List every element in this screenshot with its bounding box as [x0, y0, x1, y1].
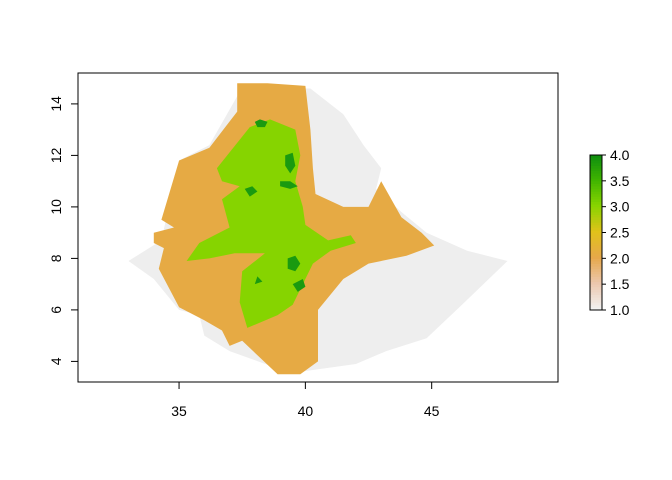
y-tick-label: 14 [48, 96, 64, 112]
colorbar-segment [590, 191, 602, 195]
colorbar-segment [590, 240, 602, 244]
colorbar-segment [590, 155, 602, 159]
colorbar-segment [590, 302, 602, 306]
colorbar-segment [590, 242, 602, 246]
x-tick-label: 45 [424, 403, 440, 419]
colorbar-segment [590, 162, 602, 166]
colorbar-segment [590, 281, 602, 285]
colorbar-label: 2.0 [610, 250, 630, 266]
colorbar-segment [590, 263, 602, 267]
raster-region-value-4 [254, 276, 263, 285]
colorbar-segment [590, 245, 602, 249]
colorbar-segment [590, 235, 602, 239]
raster-region-value-4 [244, 186, 258, 197]
colorbar-segment [590, 206, 602, 210]
colorbar-segment [590, 211, 602, 215]
raster-region-value-4 [292, 279, 306, 292]
colorbar-segment [590, 157, 602, 161]
colorbar-segment [590, 237, 602, 241]
colorbar-segment [590, 214, 602, 218]
colorbar-segment [590, 170, 602, 174]
colorbar-segment [590, 276, 602, 280]
colorbar-segment [590, 193, 602, 197]
x-axis: 35 40 45 [171, 381, 440, 419]
colorbar-segment [590, 271, 602, 275]
colorbar-segment [590, 175, 602, 179]
colorbar-segment [590, 279, 602, 283]
legend-colorbar: 1.0 1.5 2.0 2.5 3.0 3.5 4.0 [589, 147, 630, 318]
colorbar-segment [590, 165, 602, 169]
y-tick-label: 4 [48, 357, 64, 365]
colorbar-segment [590, 180, 602, 184]
colorbar-label: 2.5 [610, 225, 630, 241]
colorbar-segment [590, 273, 602, 277]
colorbar-segment [590, 183, 602, 187]
y-tick-label: 8 [48, 254, 64, 262]
colorbar-segment [590, 268, 602, 272]
colorbar-segment [590, 217, 602, 221]
colorbar-segment [590, 204, 602, 208]
raster-region-value-4 [285, 152, 296, 174]
y-tick-label: 6 [48, 306, 64, 314]
colorbar-segment [590, 186, 602, 190]
colorbar-segment [590, 258, 602, 262]
y-tick-label: 10 [48, 199, 64, 215]
colorbar-segment [590, 201, 602, 205]
colorbar-segment [590, 255, 602, 259]
colorbar-label: 3.0 [610, 199, 630, 215]
colorbar-segment [590, 289, 602, 293]
x-tick-label: 35 [171, 403, 187, 419]
y-axis: 4 6 8 10 12 14 [48, 96, 79, 365]
raster-region-value-3 [186, 119, 356, 328]
colorbar-segment [590, 297, 602, 301]
raster-region-value-4 [254, 119, 268, 128]
raster-region-value-4 [287, 255, 301, 272]
colorbar-segment [590, 294, 602, 298]
colorbar-label: 4.0 [610, 147, 630, 163]
colorbar-segment [590, 224, 602, 228]
colorbar-segment [590, 248, 602, 252]
colorbar-segment [590, 284, 602, 288]
colorbar-segment [590, 222, 602, 226]
y-tick-label: 12 [48, 147, 64, 163]
colorbar-segment [590, 178, 602, 182]
colorbar-segment [590, 260, 602, 264]
colorbar-segment [590, 173, 602, 177]
colorbar-label: 1.0 [610, 302, 630, 318]
colorbar-segment [590, 198, 602, 202]
colorbar-segment [590, 286, 602, 290]
colorbar-segment [590, 167, 602, 171]
colorbar-segment [590, 299, 602, 303]
colorbar-segment [590, 291, 602, 295]
colorbar-segment [590, 307, 602, 311]
colorbar-label: 3.5 [610, 173, 630, 189]
colorbar-segment [590, 304, 602, 308]
colorbar-segment [590, 196, 602, 200]
colorbar-label: 1.5 [610, 276, 630, 292]
colorbar-segment [590, 227, 602, 231]
colorbar-segment [590, 209, 602, 213]
colorbar-segment [590, 219, 602, 223]
colorbar-segment [590, 229, 602, 233]
colorbar-segment [590, 250, 602, 254]
colorbar-segment [590, 266, 602, 270]
colorbar-segment [590, 253, 602, 257]
raster-region-value-4 [280, 181, 298, 189]
x-tick-label: 40 [298, 403, 314, 419]
colorbar-segment [590, 232, 602, 236]
colorbar-segment [590, 160, 602, 164]
raster-layer [128, 83, 508, 375]
colorbar-segment [590, 188, 602, 192]
